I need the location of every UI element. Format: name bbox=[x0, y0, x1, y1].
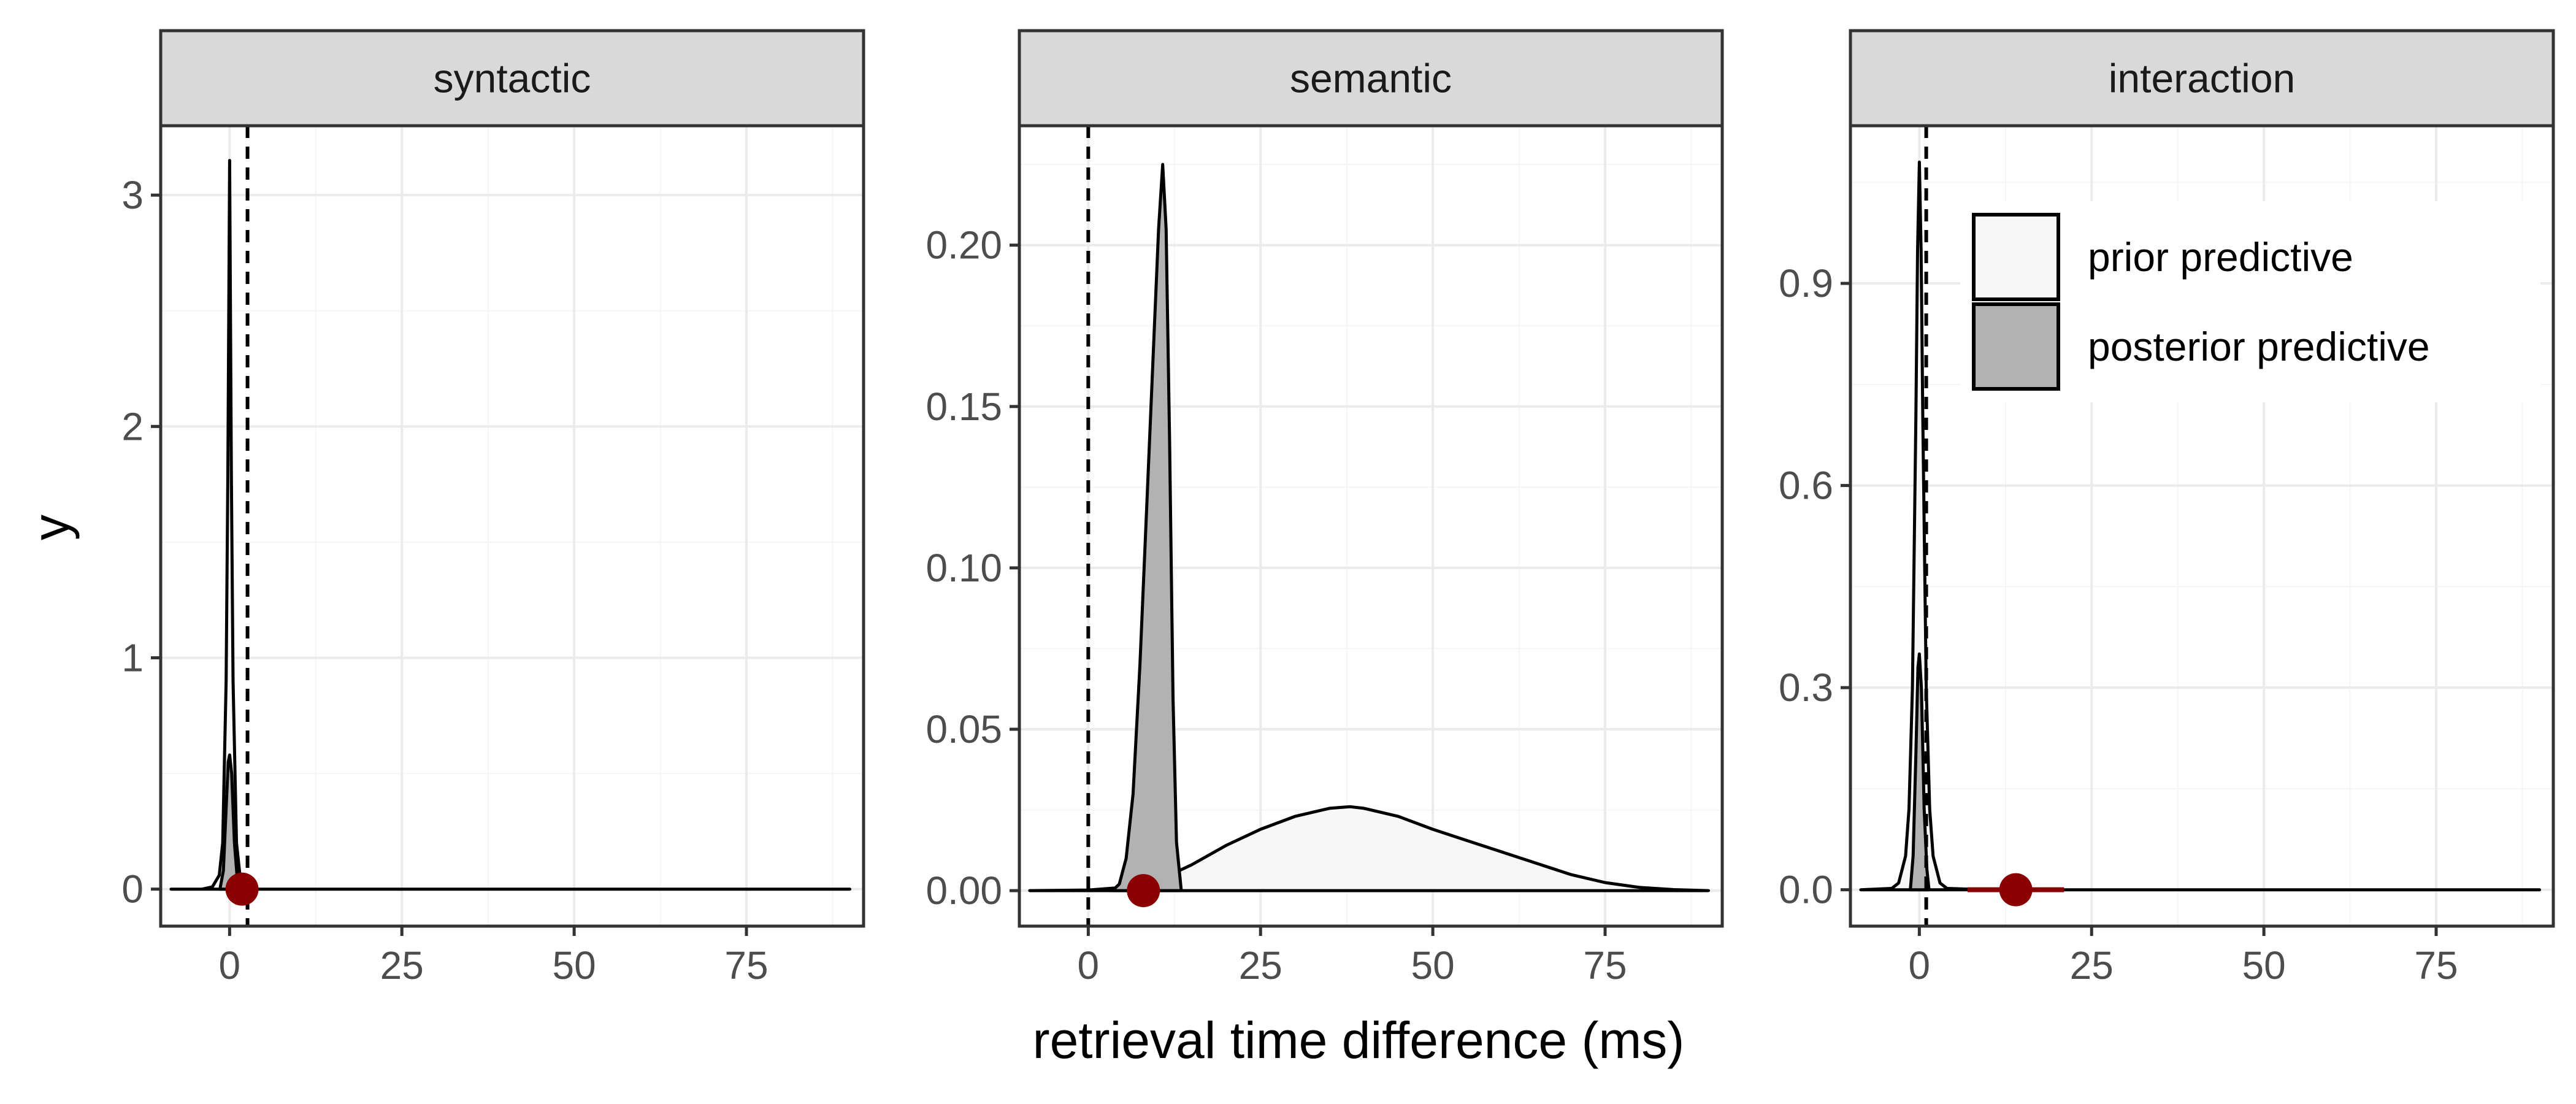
legend-label: prior predictive bbox=[2088, 234, 2353, 280]
y-tick-label: 0.00 bbox=[926, 868, 1002, 913]
x-tick-label: 0 bbox=[219, 943, 241, 987]
legend-key bbox=[1972, 302, 2060, 391]
observed-point bbox=[225, 872, 259, 906]
legend-key bbox=[1972, 213, 2060, 301]
prior-predictive-density bbox=[1859, 160, 2541, 892]
y-tick-label: 0.9 bbox=[1779, 261, 1833, 305]
x-tick-label: 0 bbox=[1078, 943, 1100, 987]
y-tick-label: 0.15 bbox=[926, 385, 1002, 429]
posterior-predictive-density bbox=[1111, 163, 1183, 892]
legend-label: posterior predictive bbox=[2088, 324, 2430, 369]
x-tick-label: 50 bbox=[1411, 943, 1455, 987]
y-tick-label: 0.6 bbox=[1779, 464, 1833, 508]
panel-syntactic: syntactic 0 25 50 75 0 1 2 3 bbox=[121, 29, 865, 987]
strip-label: semantic bbox=[1290, 56, 1452, 101]
x-tick-label: 75 bbox=[2414, 943, 2458, 987]
y-tick-label: 1 bbox=[121, 635, 144, 680]
x-tick-label: 50 bbox=[2242, 943, 2286, 987]
x-tick-label: 25 bbox=[380, 943, 424, 987]
legend: prior predictive posterior predictive bbox=[1960, 201, 2540, 402]
x-tick-label: 75 bbox=[724, 943, 768, 987]
observed-point bbox=[1127, 874, 1160, 908]
strip-background bbox=[1018, 29, 1724, 128]
observed-point bbox=[1999, 873, 2033, 907]
x-tick-label: 50 bbox=[553, 943, 596, 987]
strip-label: syntactic bbox=[434, 56, 591, 101]
y-tick-label: 0.20 bbox=[926, 223, 1002, 267]
panel-interaction: interaction 0 25 50 75 0.0 0.3 0.6 0.9 bbox=[1779, 29, 2555, 987]
panel-background bbox=[161, 126, 864, 926]
y-tick-label: 0.0 bbox=[1779, 868, 1833, 912]
strip-background bbox=[1849, 29, 2555, 128]
x-tick-label: 75 bbox=[1583, 943, 1627, 987]
x-tick-label: 25 bbox=[1239, 943, 1282, 987]
x-tick-label: 0 bbox=[1909, 943, 1931, 987]
y-tick-label: 0.3 bbox=[1779, 665, 1833, 710]
prior-predictive-density bbox=[169, 159, 851, 891]
y-tick-label: 2 bbox=[121, 404, 144, 448]
x-axis-title: retrieval time difference (ms) bbox=[1033, 1011, 1685, 1069]
y-tick-label: 0.05 bbox=[926, 707, 1002, 751]
y-axis-title: y bbox=[22, 515, 80, 540]
strip-background bbox=[159, 29, 865, 128]
y-tick-label: 0 bbox=[121, 867, 144, 911]
y-tick-label: 0.10 bbox=[926, 546, 1002, 590]
x-tick-label: 25 bbox=[2070, 943, 2114, 987]
panel-semantic: semantic 0 25 50 75 0.00 0.05 0.10 0.15 0.20 bbox=[926, 29, 1724, 987]
y-tick-label: 3 bbox=[121, 173, 144, 217]
strip-label: interaction bbox=[2109, 56, 2296, 101]
